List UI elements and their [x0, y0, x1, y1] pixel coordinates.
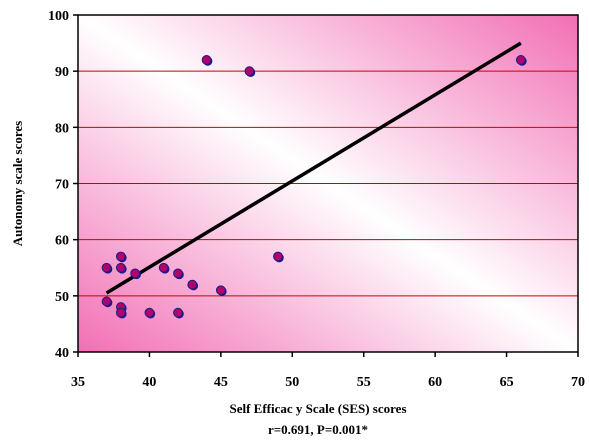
data-point: [101, 296, 113, 308]
y-tick-label: 40: [55, 346, 69, 361]
y-tick-label: 50: [55, 290, 69, 305]
data-points: [101, 55, 527, 319]
data-point: [187, 279, 199, 291]
x-tick-label: 60: [428, 375, 442, 390]
correlation-annotation: r=0.691, P=0.001*: [268, 422, 368, 437]
x-axis-label: Self Efficac y Scale (SES) scores: [229, 401, 406, 416]
data-point: [115, 307, 127, 319]
data-point: [144, 307, 156, 319]
data-point: [158, 262, 170, 274]
y-axis-label: Autonomy scale scores: [10, 121, 25, 246]
y-tick-label: 90: [55, 65, 69, 80]
x-tick-label: 70: [571, 375, 585, 390]
data-point: [515, 55, 527, 66]
x-tick-label: 35: [71, 375, 85, 390]
data-point: [115, 251, 127, 263]
data-point: [173, 307, 184, 319]
x-axis-ticks: 35 40 45 50 55 60 65 70: [71, 352, 585, 390]
data-point: [115, 262, 127, 274]
y-tick-label: 100: [48, 9, 69, 24]
x-tick-label: 40: [142, 375, 156, 390]
gridlines: [78, 70, 578, 297]
x-tick-label: 50: [285, 375, 299, 390]
x-tick-label: 55: [357, 375, 371, 390]
trendline: [105, 41, 522, 295]
data-point: [215, 285, 227, 297]
x-tick-label: 65: [500, 375, 514, 390]
y-tick-label: 60: [55, 234, 69, 249]
data-point: [130, 268, 141, 280]
data-point: [101, 262, 113, 274]
data-point: [273, 251, 284, 263]
y-axis-ticks: 40 50 60 70 80 90 100: [48, 9, 78, 361]
x-tick-label: 45: [214, 375, 228, 390]
data-point: [244, 66, 256, 77]
y-tick-label: 80: [55, 121, 69, 136]
data-point: [173, 268, 184, 280]
data-point: [201, 55, 213, 66]
y-tick-label: 70: [55, 178, 69, 193]
